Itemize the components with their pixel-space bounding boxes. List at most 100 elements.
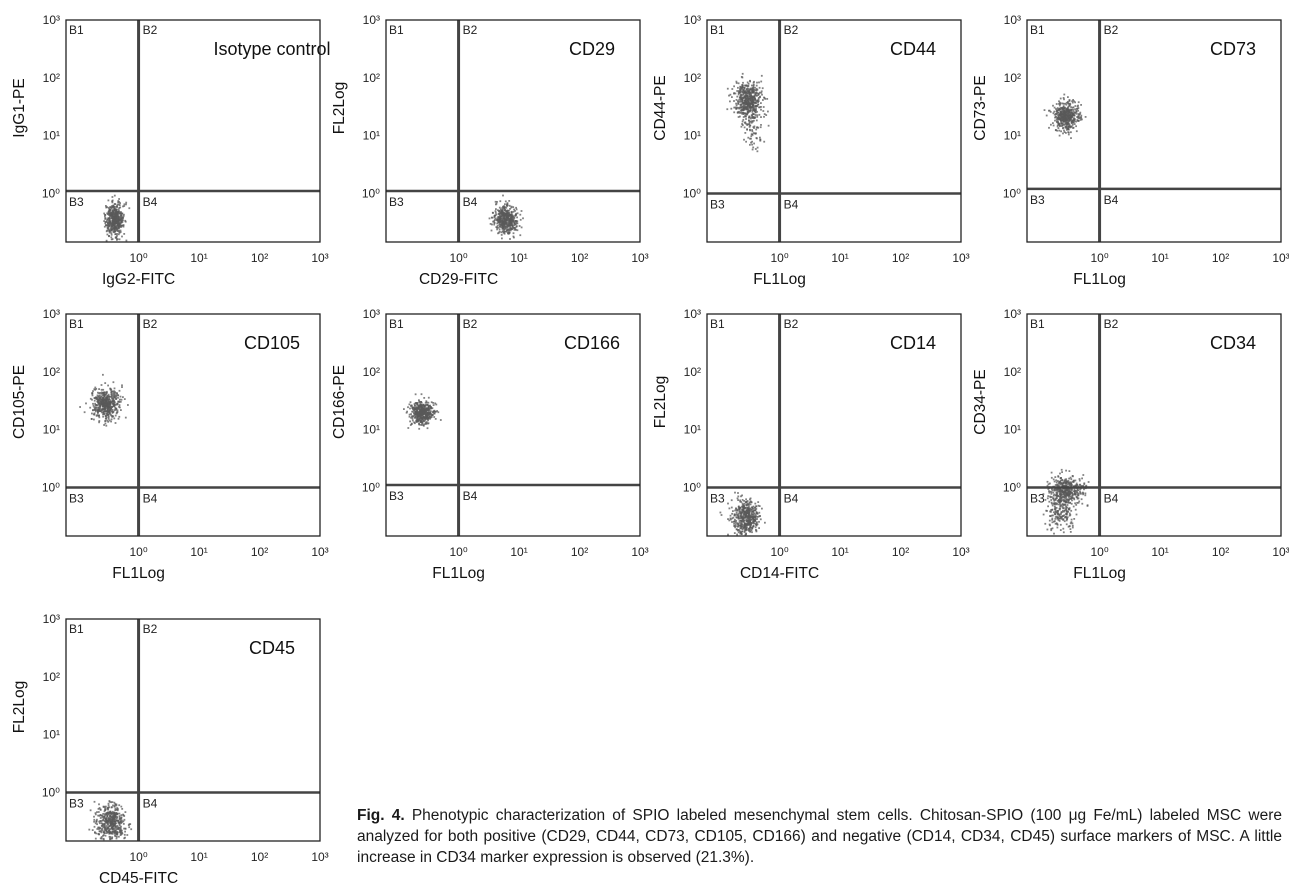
quadrant-label-b4: B4: [1104, 193, 1119, 207]
cell-event-point: [734, 106, 737, 109]
cell-event-point: [409, 420, 411, 423]
cell-event-point: [1080, 117, 1083, 120]
cell-event-point: [737, 531, 740, 534]
cell-event-point: [100, 825, 103, 827]
cell-event-point: [752, 517, 755, 520]
cell-event-point: [745, 519, 747, 522]
cell-event-point: [107, 384, 109, 387]
cell-event-point: [434, 410, 437, 413]
cell-event-point: [109, 217, 112, 220]
cell-event-point: [1063, 481, 1066, 484]
cell-event-point: [743, 500, 745, 502]
cell-event-point: [1079, 113, 1081, 115]
cell-event-point: [98, 826, 100, 829]
cell-event-point: [759, 126, 762, 129]
cell-event-point: [104, 218, 107, 220]
cell-event-point: [1063, 514, 1066, 517]
cell-event-point: [118, 415, 121, 418]
cell-event-point: [1076, 490, 1078, 493]
cell-event-point: [118, 822, 121, 825]
cell-event-point: [751, 143, 753, 146]
cell-event-point: [107, 818, 110, 821]
cell-event-point: [737, 522, 740, 525]
cell-event-point: [1048, 109, 1050, 112]
cell-event-point: [112, 410, 115, 413]
cell-event-point: [761, 507, 763, 510]
cell-event-point: [498, 210, 501, 213]
cell-event-point: [415, 414, 418, 417]
cell-event-point: [505, 218, 508, 221]
x-tick-label: 10²: [251, 251, 268, 265]
cell-event-point: [1056, 510, 1059, 512]
cell-event-point: [1080, 116, 1082, 118]
cell-event-point: [743, 108, 746, 111]
y-tick-label: 10⁰: [1003, 480, 1021, 494]
cell-event-point: [113, 403, 116, 406]
cell-event-point: [747, 83, 750, 85]
scatter-dots: [726, 72, 770, 153]
cell-event-point: [745, 500, 747, 503]
y-tick-label: 10³: [43, 307, 60, 321]
cell-event-point: [1068, 507, 1071, 509]
cell-event-point: [748, 510, 751, 512]
cell-event-point: [756, 114, 759, 117]
cell-event-point: [1054, 498, 1057, 501]
y-tick-label: 10¹: [43, 423, 60, 437]
cell-event-point: [1079, 491, 1082, 494]
cell-event-point: [749, 514, 752, 517]
cell-event-point: [424, 410, 427, 413]
cell-event-point: [423, 409, 426, 412]
cell-event-point: [94, 402, 96, 405]
cell-event-point: [750, 501, 753, 504]
cell-event-point: [412, 411, 415, 413]
cell-event-point: [1069, 103, 1072, 106]
cell-event-point: [745, 509, 748, 512]
cell-event-point: [1075, 111, 1078, 113]
cell-event-point: [101, 827, 104, 830]
cell-event-point: [755, 100, 758, 103]
cell-event-point: [729, 93, 732, 96]
cell-event-point: [1046, 485, 1049, 487]
cell-event-point: [519, 213, 522, 216]
cell-event-point: [92, 402, 94, 405]
cell-event-point: [1068, 525, 1071, 528]
cell-event-point: [430, 416, 433, 418]
cell-event-point: [740, 531, 742, 534]
cell-event-point: [1068, 124, 1071, 126]
cell-event-point: [510, 205, 513, 208]
cell-event-point: [1048, 491, 1051, 494]
cell-event-point: [738, 101, 741, 103]
cell-event-point: [510, 221, 513, 224]
cell-event-point: [498, 219, 501, 221]
cell-event-point: [117, 226, 120, 228]
cell-event-point: [129, 823, 132, 825]
cell-event-point: [514, 228, 517, 231]
cell-event-point: [737, 505, 740, 508]
cell-event-point: [113, 209, 116, 211]
cell-event-point: [100, 401, 103, 403]
y-tick-label: 10¹: [43, 728, 60, 742]
cell-event-point: [118, 204, 121, 206]
cell-event-point: [100, 396, 102, 399]
x-tick-label: 10²: [1212, 545, 1229, 559]
cell-event-point: [497, 226, 499, 229]
cell-event-point: [493, 215, 496, 217]
cell-event-point: [108, 208, 111, 211]
cell-event-point: [1067, 510, 1069, 513]
quadrant-label-b1: B1: [1030, 23, 1045, 37]
cell-event-point: [107, 221, 110, 224]
cell-event-point: [739, 499, 741, 502]
cell-event-point: [121, 831, 123, 834]
cell-event-point: [101, 405, 104, 408]
cell-event-point: [115, 236, 118, 239]
cell-event-point: [102, 415, 104, 418]
x-tick-label: 10²: [571, 251, 588, 265]
cell-event-point: [98, 833, 100, 836]
plot-title: CD29: [569, 39, 615, 59]
cell-event-point: [520, 210, 523, 212]
cell-event-point: [1076, 489, 1079, 491]
cell-event-point: [746, 124, 749, 126]
cell-event-point: [1057, 108, 1060, 111]
cell-event-point: [1063, 117, 1065, 119]
